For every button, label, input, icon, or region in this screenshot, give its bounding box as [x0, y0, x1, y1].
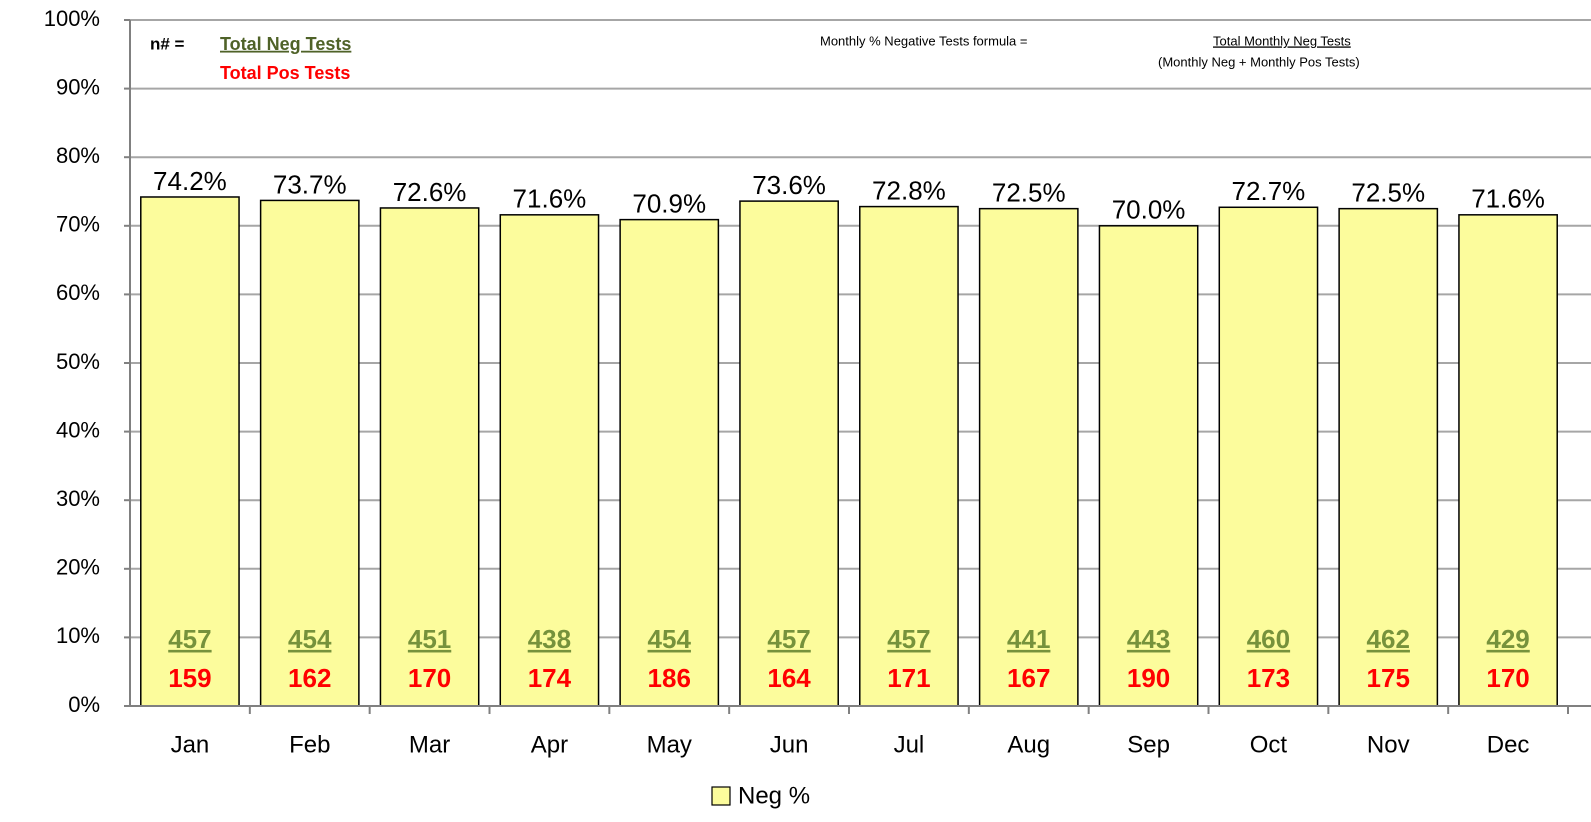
value-label: 71.6% [1471, 184, 1545, 214]
y-tick-label: 80% [56, 143, 100, 168]
value-label: 70.9% [632, 189, 706, 219]
value-label: 72.8% [872, 175, 946, 205]
x-tick-label: Jun [770, 731, 809, 758]
value-label: 73.6% [752, 170, 826, 200]
y-tick-label: 70% [56, 212, 100, 237]
neg-count: 451 [408, 624, 451, 654]
n-label: n# = [150, 34, 185, 53]
y-tick-label: 30% [56, 486, 100, 511]
neg-count: 457 [168, 624, 211, 654]
y-tick-label: 20% [56, 555, 100, 580]
legend-label: Neg % [738, 782, 810, 809]
value-label: 70.0% [1112, 195, 1186, 225]
pos-count: 162 [288, 663, 331, 693]
neg-count: 438 [528, 624, 571, 654]
pos-count: 170 [1486, 663, 1529, 693]
pos-count: 186 [648, 663, 691, 693]
x-tick-label: Feb [289, 731, 330, 758]
y-tick-label: 10% [56, 623, 100, 648]
neg-count: 443 [1127, 624, 1170, 654]
pos-count: 167 [1007, 663, 1050, 693]
neg-count: 460 [1247, 624, 1290, 654]
value-label: 73.7% [273, 169, 347, 199]
value-label: 71.6% [513, 184, 587, 214]
pos-count: 175 [1367, 663, 1410, 693]
pos-label: Total Pos Tests [220, 63, 350, 83]
x-tick-label: Jul [894, 731, 925, 758]
x-tick-label: Nov [1367, 731, 1410, 758]
neg-count: 454 [288, 624, 332, 654]
y-tick-label: 90% [56, 74, 100, 99]
bar [619, 218, 720, 707]
pos-count: 159 [168, 663, 211, 693]
x-tick-label: May [647, 731, 692, 758]
pos-count: 174 [528, 663, 572, 693]
bar [1338, 207, 1439, 707]
y-tick-label: 40% [56, 417, 100, 442]
pos-count: 164 [767, 663, 811, 693]
x-tick-label: Jan [171, 731, 210, 758]
y-tick-label: 50% [56, 349, 100, 374]
x-tick-label: Mar [409, 731, 450, 758]
bar [499, 214, 600, 707]
pos-count: 173 [1247, 663, 1290, 693]
value-label: 72.5% [1351, 178, 1425, 208]
legend-swatch [711, 786, 731, 806]
x-tick-label: Aug [1007, 731, 1050, 758]
neg-count: 457 [767, 624, 810, 654]
formula-numerator: Total Monthly Neg Tests [1213, 33, 1351, 48]
x-tick-label: Apr [531, 731, 568, 758]
neg-label: Total Neg Tests [220, 34, 351, 54]
value-label: 74.2% [153, 166, 227, 196]
formula-denominator: (Monthly Neg + Monthly Pos Tests) [1158, 54, 1360, 69]
bar [140, 196, 240, 707]
neg-count: 462 [1367, 624, 1410, 654]
pos-count: 190 [1127, 663, 1170, 693]
x-tick-label: Dec [1487, 731, 1530, 758]
y-tick-label: 100% [44, 6, 100, 31]
value-label: 72.7% [1232, 176, 1306, 206]
bar [259, 199, 360, 707]
y-tick-label: 60% [56, 280, 100, 305]
neg-count: 441 [1007, 624, 1050, 654]
neg-count: 454 [648, 624, 692, 654]
value-label: 72.5% [992, 178, 1066, 208]
bar [978, 207, 1079, 707]
bar [739, 200, 839, 707]
x-tick-label: Sep [1127, 731, 1170, 758]
bar [1218, 206, 1319, 707]
bar [1098, 225, 1199, 707]
x-tick-label: Oct [1250, 731, 1288, 758]
pos-count: 171 [887, 663, 930, 693]
neg-count: 457 [887, 624, 930, 654]
pos-count: 170 [408, 663, 451, 693]
value-label: 72.6% [393, 177, 467, 207]
bar [1458, 214, 1558, 707]
formula-label: Monthly % Negative Tests formula = [820, 33, 1028, 48]
neg-count: 429 [1486, 624, 1529, 654]
y-tick-label: 0% [68, 692, 100, 717]
